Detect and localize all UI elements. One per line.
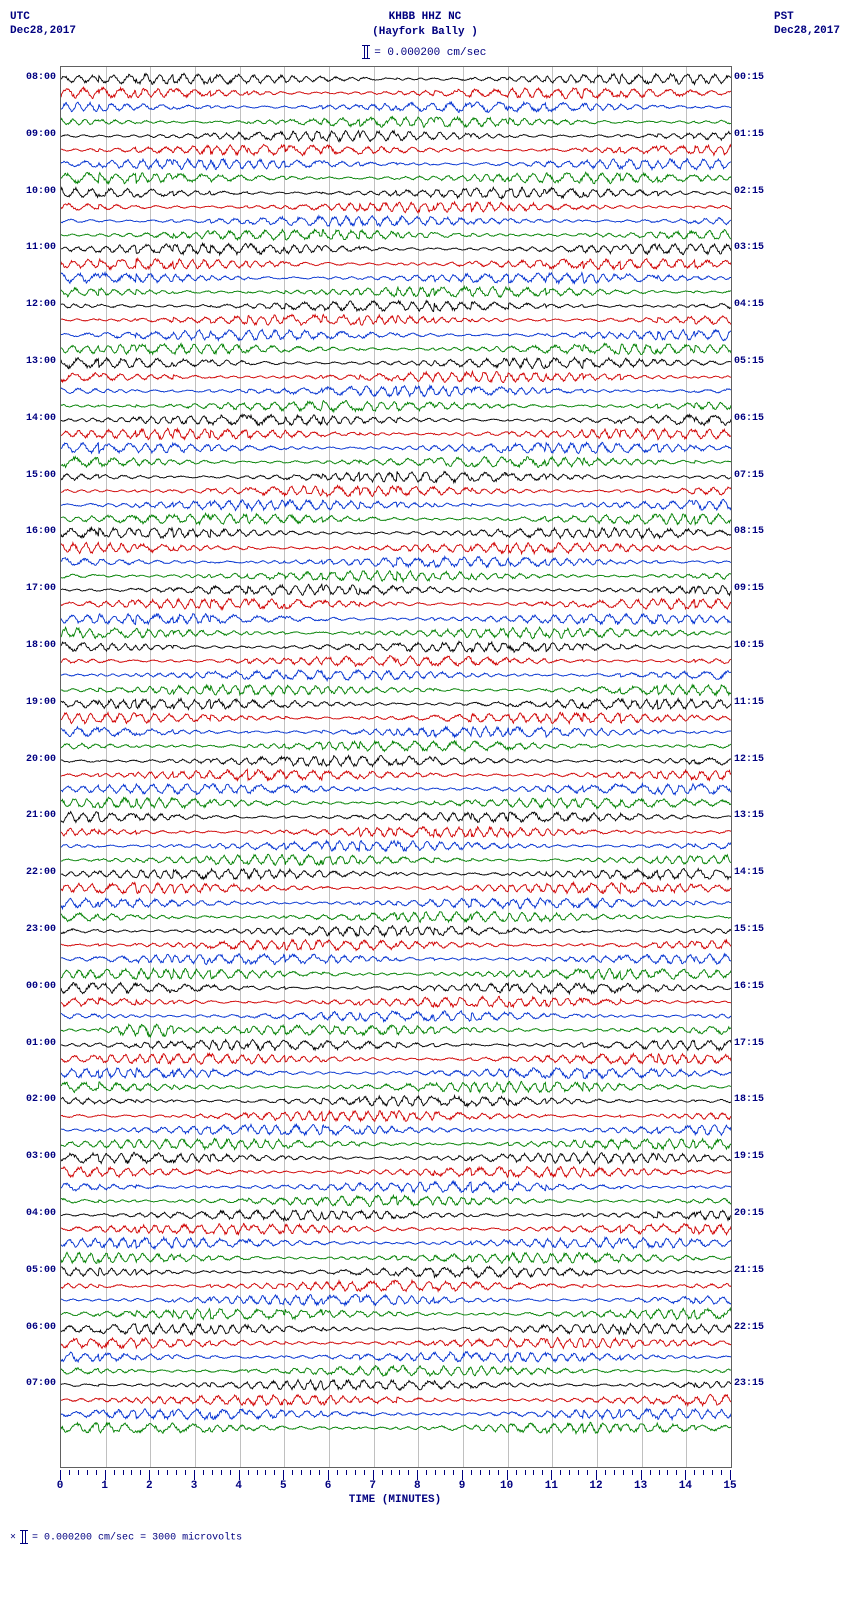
utc-hour-label: 22:00 [26,868,56,878]
pst-hour-label: 14:15 [734,868,764,878]
pst-hour-label: 02:15 [734,187,764,197]
utc-hour-label: 10:00 [26,187,56,197]
x-tick-label: 14 [679,1480,692,1492]
utc-hour-label: 07:00 [26,1379,56,1389]
utc-hour-label: 00:00 [26,982,56,992]
utc-zone-label: UTC [10,10,76,24]
pst-hour-label: 00:15 [734,73,764,83]
pst-date: Dec28,2017 [774,24,840,38]
x-axis-title: TIME (MINUTES) [349,1494,441,1506]
footer: × = 0.000200 cm/sec = 3000 microvolts [10,1530,840,1544]
scale-text: = 0.000200 cm/sec [374,47,486,59]
footer-scale-bar-icon [22,1530,26,1544]
pst-hour-label: 13:15 [734,811,764,821]
pst-hour-label: 06:15 [734,414,764,424]
pst-hour-label: 12:15 [734,755,764,765]
utc-hour-label: 23:00 [26,925,56,935]
x-tick-label: 13 [634,1480,647,1492]
trace-row [61,1408,731,1448]
x-tick-label: 4 [235,1480,242,1492]
header-left: UTC Dec28,2017 [10,10,76,39]
pst-hour-label: 11:15 [734,698,764,708]
pst-hour-label: 01:15 [734,130,764,140]
utc-hour-label: 17:00 [26,584,56,594]
pst-hour-label: 15:15 [734,925,764,935]
row-labels-left: 08:00 09:00 10:00 11:00 12:00 13:00 14:00 15:00… [14,66,58,1466]
pst-hour-label: 22:15 [734,1323,764,1333]
pst-hour-label: 19:15 [734,1152,764,1162]
x-axis-ticks: 0123456789101112131415 [60,1470,730,1484]
x-tick-label: 11 [545,1480,558,1492]
x-tick-label: 6 [325,1480,332,1492]
header-right: PST Dec28,2017 [774,10,840,39]
plot-wrap: 08:0009:0010:0011:0012:0013:0014:0015:00… [60,66,730,1510]
footer-prefix: × [10,1533,16,1544]
utc-hour-label: 12:00 [26,300,56,310]
x-tick-label: 0 [57,1480,64,1492]
utc-hour-label: 08:00 [26,73,56,83]
header-center: KHBB HHZ NC (Hayfork Bally ) = 0.000200 … [364,10,487,61]
footer-text: = 0.000200 cm/sec = 3000 microvolts [32,1533,242,1544]
utc-hour-label: 11:00 [26,243,56,253]
location-line: (Hayfork Bally ) [364,25,487,40]
utc-hour-label: 21:00 [26,811,56,821]
utc-hour-label: 16:00 [26,527,56,537]
x-tick-label: 8 [414,1480,421,1492]
x-tick-label: 9 [459,1480,466,1492]
utc-hour-label: 09:00 [26,130,56,140]
pst-hour-label: 08:15 [734,527,764,537]
pst-hour-label: 21:15 [734,1266,764,1276]
pst-hour-label: 07:15 [734,471,764,481]
pst-zone-label: PST [774,10,840,24]
utc-hour-label: 20:00 [26,755,56,765]
utc-hour-label: 13:00 [26,357,56,367]
pst-hour-label: 23:15 [734,1379,764,1389]
utc-hour-label: 18:00 [26,641,56,651]
pst-hour-label: 03:15 [734,243,764,253]
pst-hour-label: 04:15 [734,300,764,310]
scale-indicator: = 0.000200 cm/sec [364,45,487,61]
utc-hour-label: 03:00 [26,1152,56,1162]
x-tick-label: 12 [589,1480,602,1492]
seismogram-plot [60,66,732,1468]
utc-hour-label: 14:00 [26,414,56,424]
utc-date: Dec28,2017 [10,24,76,38]
pst-hour-label: 20:15 [734,1209,764,1219]
pst-hour-label: 18:15 [734,1095,764,1105]
x-tick-label: 15 [723,1480,736,1492]
utc-hour-label: 15:00 [26,471,56,481]
scale-bar-icon [364,45,368,59]
station-line: KHBB HHZ NC [364,10,487,25]
utc-hour-label: 02:00 [26,1095,56,1105]
pst-hour-label: 17:15 [734,1039,764,1049]
utc-hour-label: 19:00 [26,698,56,708]
utc-hour-label: 05:00 [26,1266,56,1276]
row-labels-right: 00:15 01:15 02:15 03:15 04:15 05:15 06:15 07:15… [732,66,770,1466]
utc-hour-label: 01:00 [26,1039,56,1049]
utc-hour-label: 06:00 [26,1323,56,1333]
x-axis: 0123456789101112131415 TIME (MINUTES) [60,1470,730,1510]
pst-hour-label: 10:15 [734,641,764,651]
x-tick-label: 7 [369,1480,376,1492]
header: UTC Dec28,2017 KHBB HHZ NC (Hayfork Ball… [10,10,840,61]
utc-hour-label: 04:00 [26,1209,56,1219]
x-tick-label: 5 [280,1480,287,1492]
pst-hour-label: 16:15 [734,982,764,992]
x-tick-label: 1 [101,1480,108,1492]
x-tick-label: 3 [191,1480,198,1492]
x-tick-label: 10 [500,1480,513,1492]
pst-hour-label: 09:15 [734,584,764,594]
pst-hour-label: 05:15 [734,357,764,367]
x-tick-label: 2 [146,1480,153,1492]
